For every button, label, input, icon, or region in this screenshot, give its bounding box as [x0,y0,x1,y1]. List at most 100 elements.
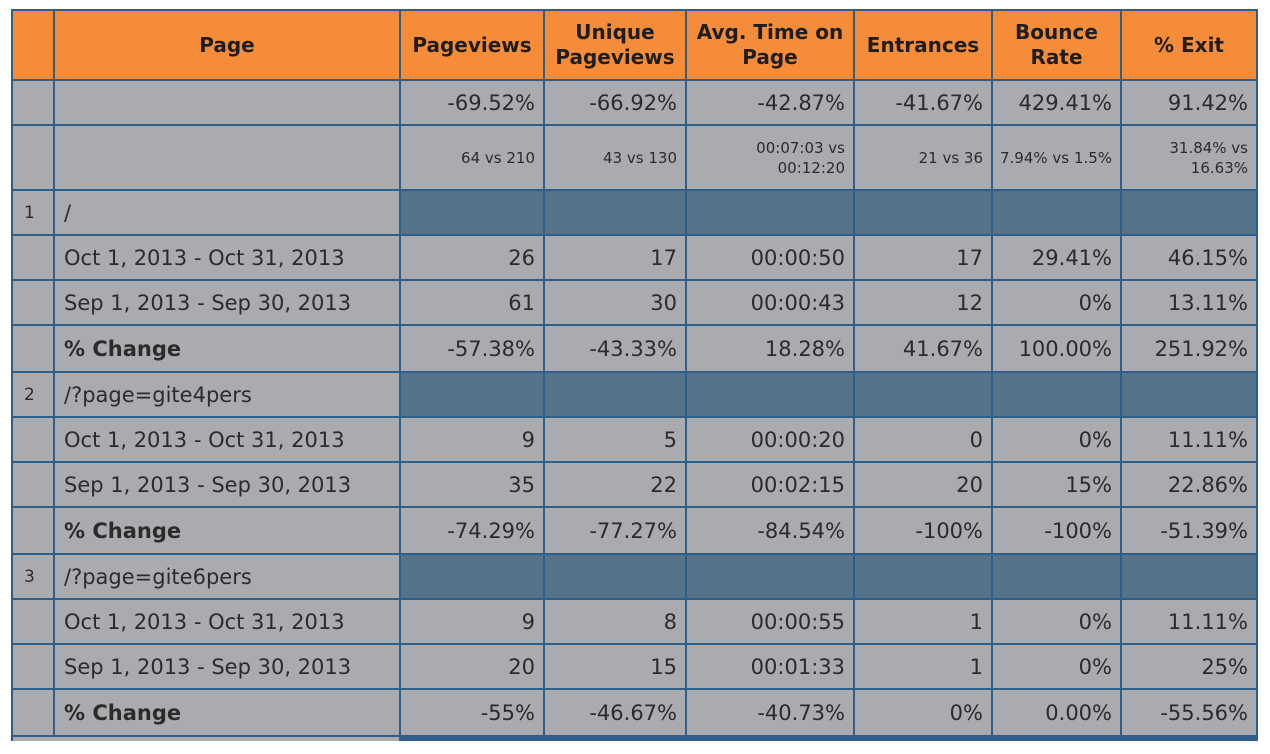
page-path: /?page=gite4pers [55,373,399,416]
summary-versus-page [55,126,399,189]
summary-versus-bounce-rate: 7.94% vs 1.5% [993,126,1120,189]
table-cell-avg-time-on-page: 00:00:20 [687,418,853,461]
table-cell-bounce-rate: 29.41% [993,236,1120,279]
table-cell-entrances: 1 [855,645,991,688]
table-cell-unique-pageviews: 8 [545,600,685,643]
table-cell-pageviews: -57.38% [401,326,543,371]
percent-change-label: % Change [55,508,399,553]
table-cell-pageviews: 61 [401,281,543,324]
table-cell-entrances: -100% [855,508,991,553]
table-cell-entrances: 41.67% [855,326,991,371]
table-cell-entrances: 0 [855,418,991,461]
table-cell-bounce-rate: 100.00% [993,326,1120,371]
column-header-unique-pageviews: Unique Pageviews [545,11,685,79]
page-row-fill [1122,191,1256,234]
date-range-label: Oct 1, 2013 - Oct 31, 2013 [55,418,399,461]
column-header-exit: % Exit [1122,11,1256,79]
table-cell-pageviews: 26 [401,236,543,279]
table-cell-exit: 13.11% [1122,281,1256,324]
page-index: 3 [13,555,53,598]
table-cell-exit: 251.92% [1122,326,1256,371]
table-cell-exit: 11.11% [1122,600,1256,643]
table-cell-avg-time-on-page: 00:00:43 [687,281,853,324]
table-cell-bounce-rate: -100% [993,508,1120,553]
table-cell-pageviews: -74.29% [401,508,543,553]
summary-percent-entrances: -41.67% [855,81,991,124]
table-cell-exit: 25% [1122,645,1256,688]
table-cell-exit: 46.15% [1122,236,1256,279]
row-index-blank [13,326,53,371]
table-cell-unique-pageviews: -46.67% [545,690,685,735]
table-cell-entrances: 20 [855,463,991,506]
table-cell-pageviews: 35 [401,463,543,506]
table-cell-unique-pageviews: 15 [545,645,685,688]
column-header-index [13,11,53,79]
column-header-entrances: Entrances [855,11,991,79]
page-row-fill [993,555,1120,598]
table-cell-bounce-rate: 0.00% [993,690,1120,735]
table-cell-exit: -55.56% [1122,690,1256,735]
table-cell-bounce-rate: 15% [993,463,1120,506]
page-index: 2 [13,373,53,416]
percent-change-label: % Change [55,690,399,735]
column-header-page: Page [55,11,399,79]
table-cell-pageviews: 9 [401,600,543,643]
table-cell-bounce-rate: 0% [993,281,1120,324]
page-row-fill [993,373,1120,416]
table-continuation [11,735,1258,741]
page-path: / [55,191,399,234]
page-row-fill [687,191,853,234]
table-cell-avg-time-on-page: -84.54% [687,508,853,553]
table-cell-exit: 11.11% [1122,418,1256,461]
summary-versus-pageviews: 64 vs 210 [401,126,543,189]
table-cell-entrances: 12 [855,281,991,324]
row-index-blank [13,463,53,506]
page-row-fill [855,373,991,416]
summary-percent-exit: 91.42% [1122,81,1256,124]
page-row-fill [545,555,685,598]
row-index-blank [13,690,53,735]
column-header-pageviews: Pageviews [401,11,543,79]
table-cell-bounce-rate: 0% [993,645,1120,688]
table-cell-pageviews: 9 [401,418,543,461]
page-row-fill [1122,373,1256,416]
page-row-fill [401,191,543,234]
summary-versus-exit: 31.84% vs 16.63% [1122,126,1256,189]
table-cell-avg-time-on-page: 00:00:55 [687,600,853,643]
summary-percent-index [13,81,53,124]
table-cell-entrances: 1 [855,600,991,643]
row-index-blank [13,281,53,324]
table-cell-unique-pageviews: -43.33% [545,326,685,371]
date-range-label: Sep 1, 2013 - Sep 30, 2013 [55,645,399,688]
page-row-fill [855,191,991,234]
table-cell-exit: 22.86% [1122,463,1256,506]
table-cell-avg-time-on-page: 00:01:33 [687,645,853,688]
row-index-blank [13,236,53,279]
table-cell-avg-time-on-page: 00:00:50 [687,236,853,279]
table-cell-pageviews: 20 [401,645,543,688]
table-cell-pageviews: -55% [401,690,543,735]
page-index: 1 [13,191,53,234]
page-row-fill [687,555,853,598]
date-range-label: Sep 1, 2013 - Sep 30, 2013 [55,281,399,324]
column-header-bounce-rate: Bounce Rate [993,11,1120,79]
page-row-fill [1122,555,1256,598]
summary-percent-unique-pageviews: -66.92% [545,81,685,124]
page-row-fill [855,555,991,598]
page-row-fill [687,373,853,416]
summary-versus-avg-time-on-page: 00:07:03 vs 00:12:20 [687,126,853,189]
row-index-blank [13,418,53,461]
row-index-blank [13,645,53,688]
table-cell-entrances: 0% [855,690,991,735]
summary-versus-entrances: 21 vs 36 [855,126,991,189]
table-cell-avg-time-on-page: 18.28% [687,326,853,371]
summary-percent-page [55,81,399,124]
table-continuation-fill [13,737,399,741]
page-row-fill [545,191,685,234]
summary-percent-pageviews: -69.52% [401,81,543,124]
table-cell-entrances: 17 [855,236,991,279]
percent-change-label: % Change [55,326,399,371]
page-row-fill [401,373,543,416]
